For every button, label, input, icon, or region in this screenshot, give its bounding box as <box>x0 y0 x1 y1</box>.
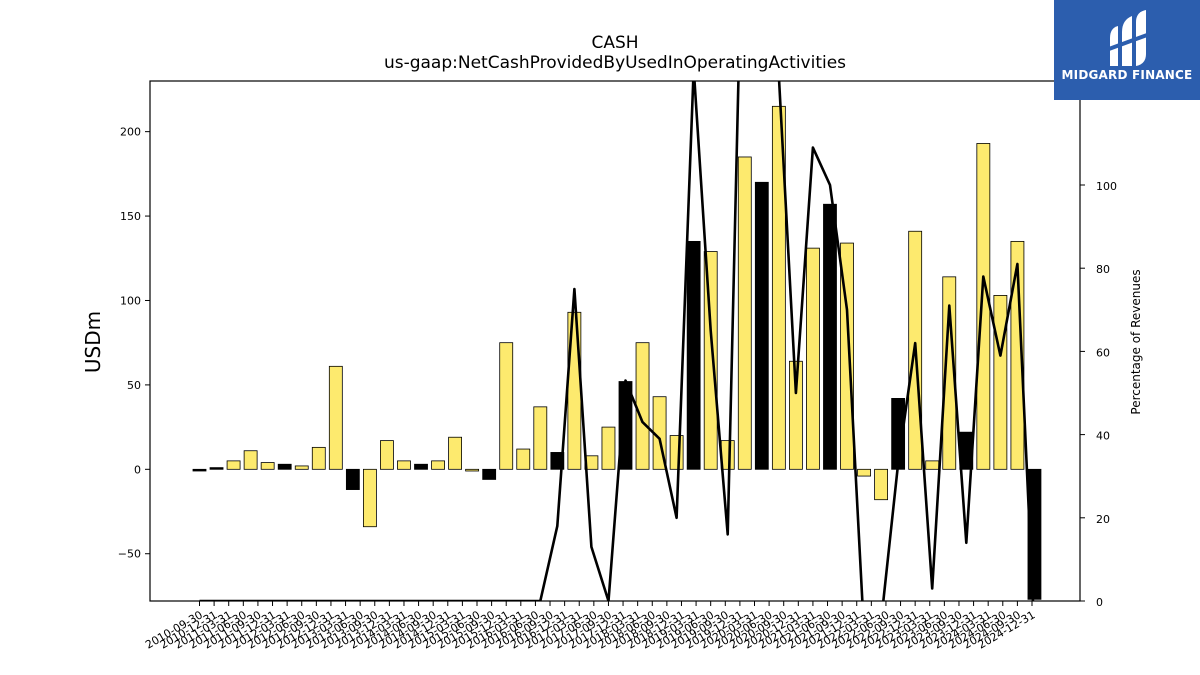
y-tick-label: 50 <box>127 379 141 392</box>
y2-tick-label: 20 <box>1096 513 1110 526</box>
bar <box>397 460 411 470</box>
y2-axis-ticks: 0 20 40 60 80 100 <box>1080 180 1117 609</box>
y2-tick-label: 80 <box>1096 263 1110 276</box>
pct-line <box>199 81 1035 601</box>
y-axis-label: USDm <box>81 311 105 373</box>
y-tick-label: 0 <box>134 463 141 476</box>
bar <box>925 460 940 470</box>
bar <box>976 143 991 470</box>
bar <box>328 365 343 470</box>
x-axis-ticks: 2010-09-302010-12-312011-03-312011-06-30… <box>143 601 1038 652</box>
bar <box>243 450 258 470</box>
bar <box>414 463 428 470</box>
plot-frame <box>149 80 1081 602</box>
y-tick-label: 200 <box>120 126 141 139</box>
bar <box>669 435 684 470</box>
bar <box>226 460 241 470</box>
midgard-logo-icon <box>1108 10 1148 66</box>
bar <box>277 463 292 470</box>
bar <box>686 240 701 470</box>
midgard-finance-logo: MIDGARD FINANCE <box>1054 0 1200 100</box>
bar <box>448 436 463 470</box>
bar <box>345 468 360 490</box>
bar <box>482 468 497 480</box>
bar <box>209 467 224 470</box>
y2-tick-label: 60 <box>1096 346 1110 359</box>
bar <box>516 448 531 470</box>
y2-tick-label: 100 <box>1096 180 1117 193</box>
bar <box>840 242 854 470</box>
y-tick-label: 100 <box>120 294 141 307</box>
bar <box>499 342 514 470</box>
bar <box>294 465 309 470</box>
y2-tick-label: 0 <box>1096 596 1103 609</box>
bar <box>942 276 957 470</box>
chart-title: CASH <box>591 33 638 53</box>
bar <box>703 251 718 470</box>
bar <box>1010 240 1025 470</box>
bar <box>754 181 769 470</box>
bar <box>823 203 837 470</box>
bar <box>771 105 786 470</box>
bar <box>431 460 445 470</box>
bar <box>857 468 871 477</box>
bar <box>465 468 480 472</box>
y-tick-label: 150 <box>120 210 141 223</box>
bar <box>362 468 377 528</box>
bar <box>533 406 548 470</box>
bar <box>311 446 326 470</box>
y-tick-label: −50 <box>118 548 141 561</box>
bar <box>260 462 275 470</box>
bar <box>874 468 888 501</box>
bar <box>993 295 1008 470</box>
y2-axis-label: Percentage of Revenues <box>1129 269 1143 414</box>
bar <box>806 247 820 470</box>
pct-line-series <box>199 81 1035 601</box>
bar <box>635 342 650 470</box>
logo-text: MIDGARD FINANCE <box>1061 68 1193 82</box>
y-axis-ticks: −50 0 50 100 150 200 <box>118 126 150 561</box>
y2-tick-label: 40 <box>1096 430 1110 443</box>
bar <box>380 440 394 470</box>
chart-subtitle: us-gaap:NetCashProvidedByUsedInOperating… <box>384 53 846 73</box>
bar <box>601 426 616 470</box>
bar <box>737 156 752 470</box>
bar <box>789 360 803 470</box>
bar <box>192 468 207 472</box>
bar-series <box>192 105 1042 600</box>
